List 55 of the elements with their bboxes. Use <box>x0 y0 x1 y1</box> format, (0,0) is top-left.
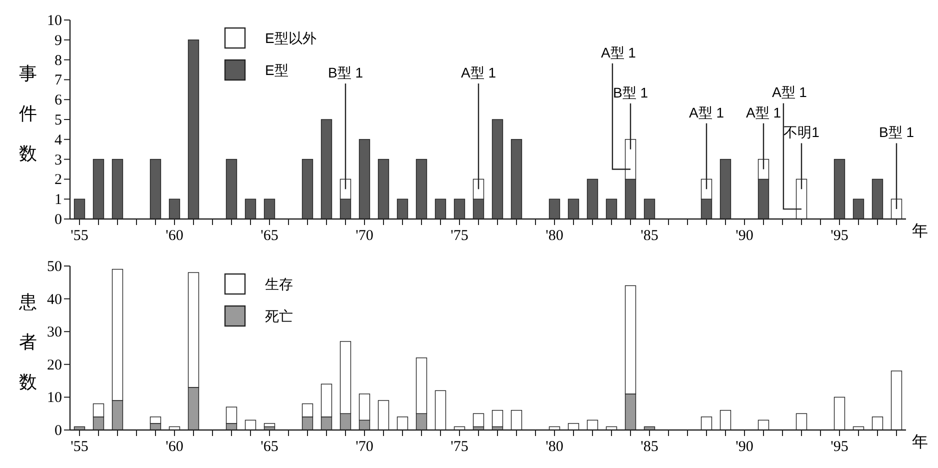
y-axis-title: 患者数 <box>18 292 37 392</box>
y-tick-label: 0 <box>54 212 62 228</box>
x-tick-label: '90 <box>736 228 754 244</box>
bar <box>492 410 504 428</box>
annotation: A型 1 <box>772 84 808 100</box>
y-tick-label: 5 <box>54 112 62 128</box>
y-axis-title: 事件数 <box>19 64 37 164</box>
x-tick-label: '65 <box>260 439 278 455</box>
y-tick-label: 9 <box>54 32 62 49</box>
y-tick-label: 10 <box>47 13 62 29</box>
x-tick-label: '75 <box>450 439 468 455</box>
x-axis-title: 年 <box>912 434 928 451</box>
bar <box>472 413 484 428</box>
x-axis-title: 年 <box>912 223 928 240</box>
annotation: B型 1 <box>328 64 364 80</box>
x-tick-label: '85 <box>640 228 658 244</box>
y-tick-label: 6 <box>54 92 62 109</box>
x-tick-label: '80 <box>546 228 564 244</box>
x-tick-label: '55 <box>70 228 88 244</box>
x-tick-label: '80 <box>546 439 564 455</box>
annotation: A型 1 <box>460 64 496 80</box>
y-tick-label: 10 <box>47 390 62 406</box>
legend-label: E型以外 <box>265 30 316 46</box>
x-tick-label: '55 <box>70 439 88 455</box>
x-tick-label: '70 <box>356 439 374 455</box>
y-tick-label: 0 <box>54 423 62 439</box>
annotation: 不明1 <box>784 124 820 140</box>
x-tick-label: '90 <box>736 439 754 455</box>
y-tick-label: 2 <box>54 172 62 188</box>
x-tick-label: '75 <box>450 228 468 244</box>
legend-label: E型 <box>265 62 288 78</box>
x-tick-label: '65 <box>260 228 278 244</box>
y-tick-label: 30 <box>47 324 62 341</box>
y-tick-label: 20 <box>47 357 62 374</box>
x-tick-label: '60 <box>166 228 184 244</box>
y-tick-label: 50 <box>47 259 62 275</box>
y-tick-label: 1 <box>54 192 62 208</box>
legend-label: 死亡 <box>265 308 293 324</box>
legend-label: 生存 <box>265 276 293 292</box>
annotation: A型 1 <box>688 104 724 120</box>
x-tick-label: '60 <box>166 439 184 455</box>
y-tick-label: 40 <box>47 292 62 308</box>
annotation: B型 1 <box>612 84 648 100</box>
x-tick-label: '95 <box>830 228 848 244</box>
annotation: A型 1 <box>746 104 782 120</box>
y-tick-label: 7 <box>54 72 62 89</box>
bar <box>264 423 276 428</box>
y-tick-label: 8 <box>54 52 62 69</box>
annotation: A型 1 <box>600 44 636 60</box>
x-tick-label: '95 <box>830 439 848 455</box>
annotation: B型 1 <box>878 124 914 140</box>
x-tick-label: '85 <box>640 439 658 455</box>
y-tick-label: 4 <box>54 132 62 148</box>
x-tick-label: '70 <box>356 228 374 244</box>
y-tick-label: 3 <box>54 152 62 168</box>
